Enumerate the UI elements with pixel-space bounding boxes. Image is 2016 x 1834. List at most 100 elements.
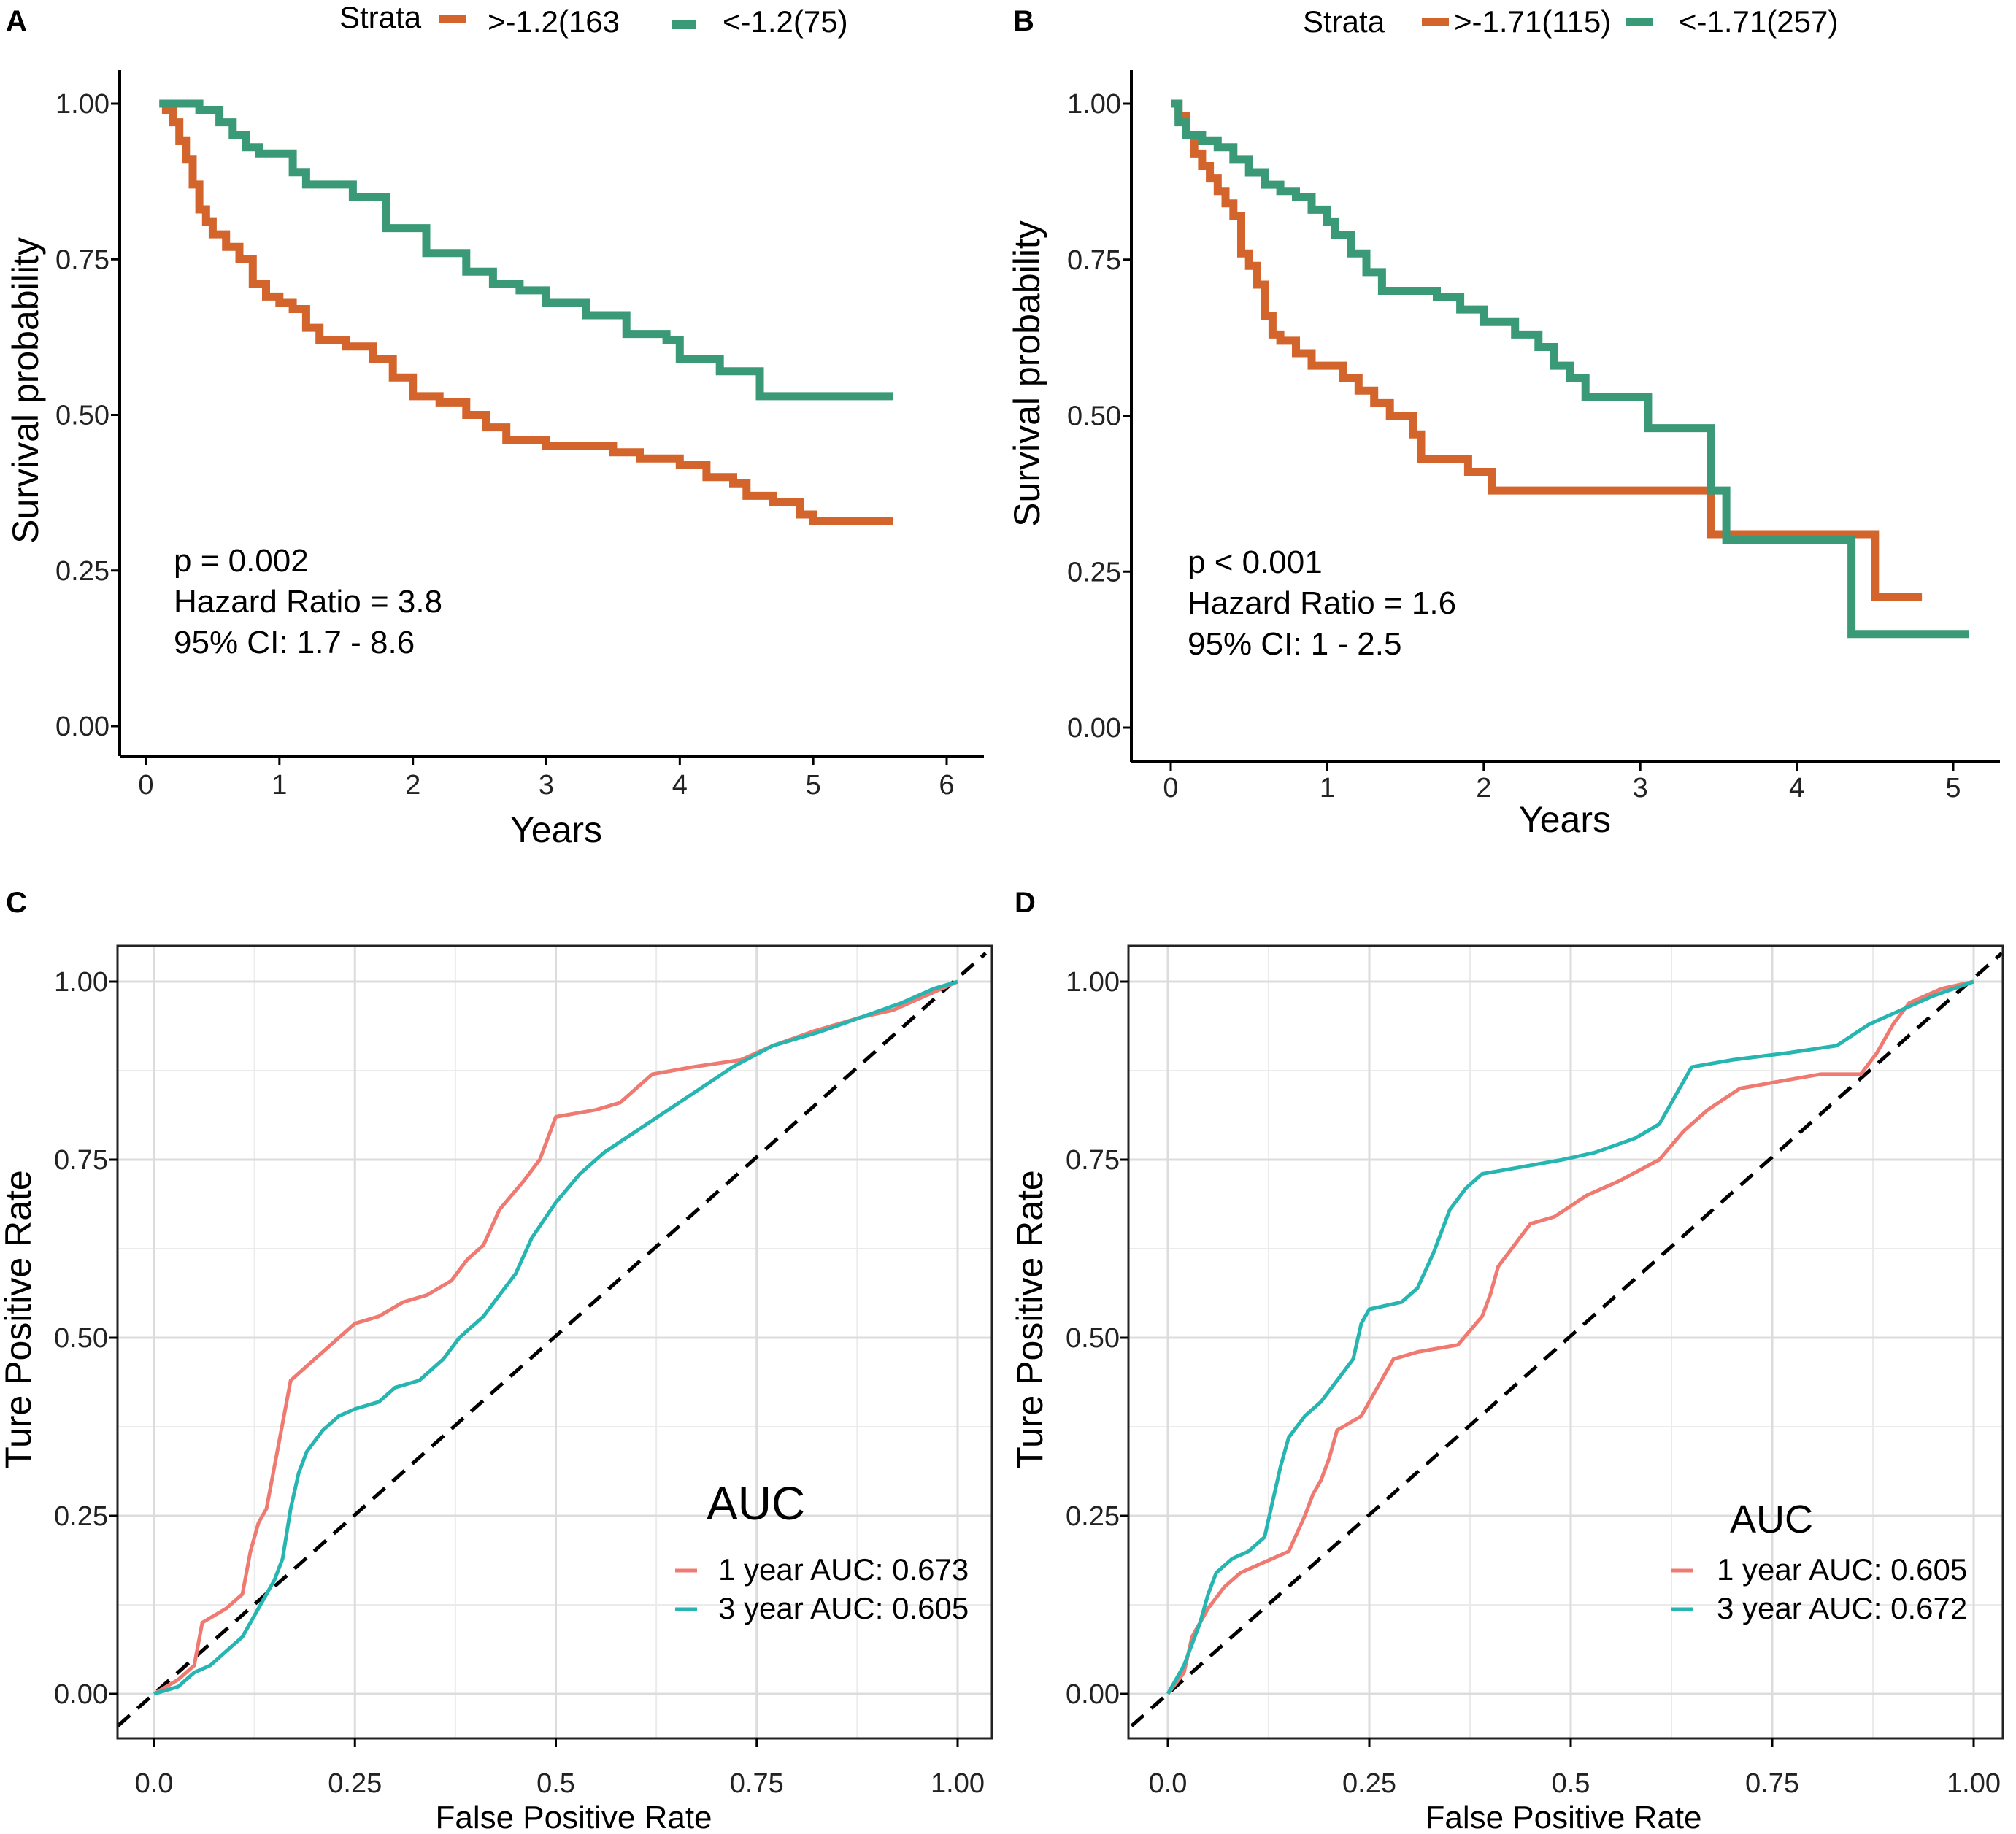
y-tick-label-2: 0.50	[54, 1323, 108, 1354]
legend-title-a: Strata	[339, 0, 422, 34]
y-tick-label-2: 0.50	[55, 401, 109, 431]
x-tick-label-0: 0.0	[1149, 1768, 1188, 1799]
grid-d	[1128, 946, 2003, 1738]
survival-curve-a-1	[159, 99, 893, 525]
x-tick-label-5: 5	[806, 770, 821, 801]
roc-curves-d	[1166, 979, 1974, 1695]
y-tick-label-4: 1.00	[1066, 967, 1120, 998]
axis-ticks-c: 0.0 0.25 0.5 0.75 1.00 0.00 0.25 0.50 0.75 1.00	[54, 967, 985, 1799]
grid-c	[118, 946, 992, 1738]
x-tick-label-1: 1	[272, 770, 287, 801]
y-tick-label-4: 1.00	[54, 967, 108, 998]
x-tick-label-3: 0.75	[730, 1768, 784, 1799]
y-axis-title-b: Survival probability	[1007, 220, 1047, 527]
y-tick-label-0: 0.00	[55, 712, 109, 742]
legend-label-1yr-d: 1 year AUC: 0.605	[1717, 1552, 1967, 1587]
x-tick-label-4: 4	[672, 770, 688, 801]
survival-curve-b-1	[1171, 99, 1923, 601]
x-tick-label-2: 2	[1476, 773, 1491, 804]
panel-letter-c: C	[6, 887, 27, 919]
x-tick-label-2: 2	[405, 770, 420, 801]
confidence-interval-b: 95% CI: 1 - 2.5	[1188, 626, 1401, 662]
y-tick-label-1: 0.25	[1066, 1501, 1120, 1532]
x-axis-title-b: Years	[1519, 799, 1611, 840]
panel-border-d	[1127, 944, 2004, 1740]
p-value-a: p = 0.002	[174, 543, 309, 579]
y-tick-label-1: 0.25	[1067, 557, 1121, 587]
y-tick-label-4: 1.00	[1067, 89, 1121, 120]
roc-curve-d-2	[1166, 979, 1974, 1695]
y-tick-label-1: 0.25	[54, 1501, 108, 1532]
legend-label-high-a: >-1.2(163	[488, 4, 620, 39]
y-tick-label-0: 0.00	[1066, 1679, 1120, 1710]
legend-label-1yr-c: 1 year AUC: 0.673	[718, 1552, 969, 1587]
legend-label-low-b: <-1.71(257)	[1679, 4, 1838, 39]
x-axis-title-a: Years	[510, 809, 602, 850]
x-tick-label-3: 3	[539, 770, 554, 801]
x-tick-label-2: 0.5	[1552, 1768, 1590, 1799]
y-tick-label-3: 0.75	[1067, 245, 1121, 276]
legend-label-3yr-c: 3 year AUC: 0.605	[718, 1591, 969, 1625]
x-tick-label-0: 0.0	[135, 1768, 174, 1799]
roc-panel-d: D 0.0 0.25 0.5 0.75 1.00 0.00 0.25 0.50 0.75 1.00…	[1009, 887, 2004, 1834]
reference-diagonal	[116, 952, 988, 1727]
y-tick-label-4: 1.00	[55, 89, 109, 120]
y-tick-label-1: 0.25	[55, 556, 109, 587]
p-value-b: p < 0.001	[1188, 544, 1323, 580]
y-tick-label-0: 0.00	[1067, 713, 1121, 744]
diagonal-c	[116, 952, 988, 1727]
roc-curves-c	[153, 979, 959, 1696]
km-curves-a	[159, 99, 893, 525]
x-tick-label-2: 0.5	[536, 1768, 575, 1799]
axis-ticks-a: 0 1 2 3 4 5 6 0.00 0.25 0.50 0.75 1.00	[55, 89, 955, 801]
km-curves-b	[1171, 99, 1969, 639]
survival-curve-b-2	[1171, 99, 1969, 639]
roc-curve-c-1	[153, 979, 959, 1696]
y-tick-label-2: 0.50	[1066, 1323, 1120, 1354]
roc-panel-c: C 0.0 0.25 0.5 0.75 1.00 0.00 0.25 0.50 0.75 1.00…	[0, 887, 993, 1834]
x-axis-title-c: False Positive Rate	[435, 1800, 712, 1834]
x-tick-label-1: 0.25	[1342, 1768, 1396, 1799]
y-tick-label-0: 0.00	[54, 1679, 108, 1710]
axis-ticks-d: 0.0 0.25 0.5 0.75 1.00 0.00 0.25 0.50 0.75 1.00	[1066, 967, 2001, 1799]
auc-legend-title-c: AUC	[707, 1477, 805, 1530]
auc-legend-title-d: AUC	[1730, 1498, 1813, 1541]
panel-letter-b: B	[1013, 5, 1034, 37]
roc-curve-d-1	[1166, 979, 1974, 1695]
x-axis-title-d: False Positive Rate	[1425, 1800, 1701, 1834]
x-tick-label-0: 0	[138, 770, 153, 801]
x-tick-label-4: 1.00	[1947, 1768, 2001, 1799]
y-axis-title-c: Ture Positive Rate	[0, 1170, 39, 1468]
y-axis-title-d: Ture Positive Rate	[1009, 1170, 1050, 1468]
x-tick-label-5: 5	[1945, 773, 1961, 804]
hazard-ratio-b: Hazard Ratio = 1.6	[1188, 585, 1456, 621]
legend-label-high-b: >-1.71(115)	[1454, 4, 1611, 39]
roc-curve-c-2	[153, 979, 958, 1696]
diagonal-d	[1130, 952, 2004, 1727]
y-tick-label-3: 0.75	[1066, 1145, 1120, 1176]
x-tick-label-1: 0.25	[328, 1768, 382, 1799]
reference-diagonal	[1130, 952, 2004, 1727]
axis-ticks-b: 0 1 2 3 4 5 0.00 0.25 0.50 0.75 1.00	[1067, 89, 1961, 804]
y-tick-label-2: 0.50	[1067, 401, 1121, 432]
x-tick-label-4: 1.00	[931, 1768, 985, 1799]
km-panel-b: B Strata >-1.71(115) <-1.71(257) 0 1 2 3 4 50…	[1007, 4, 2000, 840]
y-tick-label-3: 0.75	[55, 244, 109, 275]
legend-title-b: Strata	[1303, 4, 1385, 39]
x-tick-label-3: 0.75	[1745, 1768, 1799, 1799]
confidence-interval-a: 95% CI: 1.7 - 8.6	[174, 625, 415, 660]
x-tick-label-6: 6	[939, 770, 954, 801]
x-tick-label-3: 3	[1633, 773, 1648, 804]
y-tick-label-3: 0.75	[54, 1145, 108, 1176]
x-tick-label-0: 0	[1163, 773, 1178, 804]
legend-label-low-a: <-1.2(75)	[723, 4, 848, 39]
y-axis-title-a: Survival probability	[5, 237, 46, 544]
x-tick-label-4: 4	[1789, 773, 1804, 804]
km-panel-a: A Strata >-1.2(163 <-1.2(75) 0 1 2 3 4 5 6 0.00…	[5, 0, 984, 850]
legend-label-3yr-d: 3 year AUC: 0.672	[1717, 1591, 1967, 1625]
panel-letter-d: D	[1015, 887, 1036, 919]
hazard-ratio-a: Hazard Ratio = 3.8	[174, 584, 442, 620]
panel-letter-a: A	[6, 5, 27, 37]
x-tick-label-1: 1	[1320, 773, 1335, 804]
